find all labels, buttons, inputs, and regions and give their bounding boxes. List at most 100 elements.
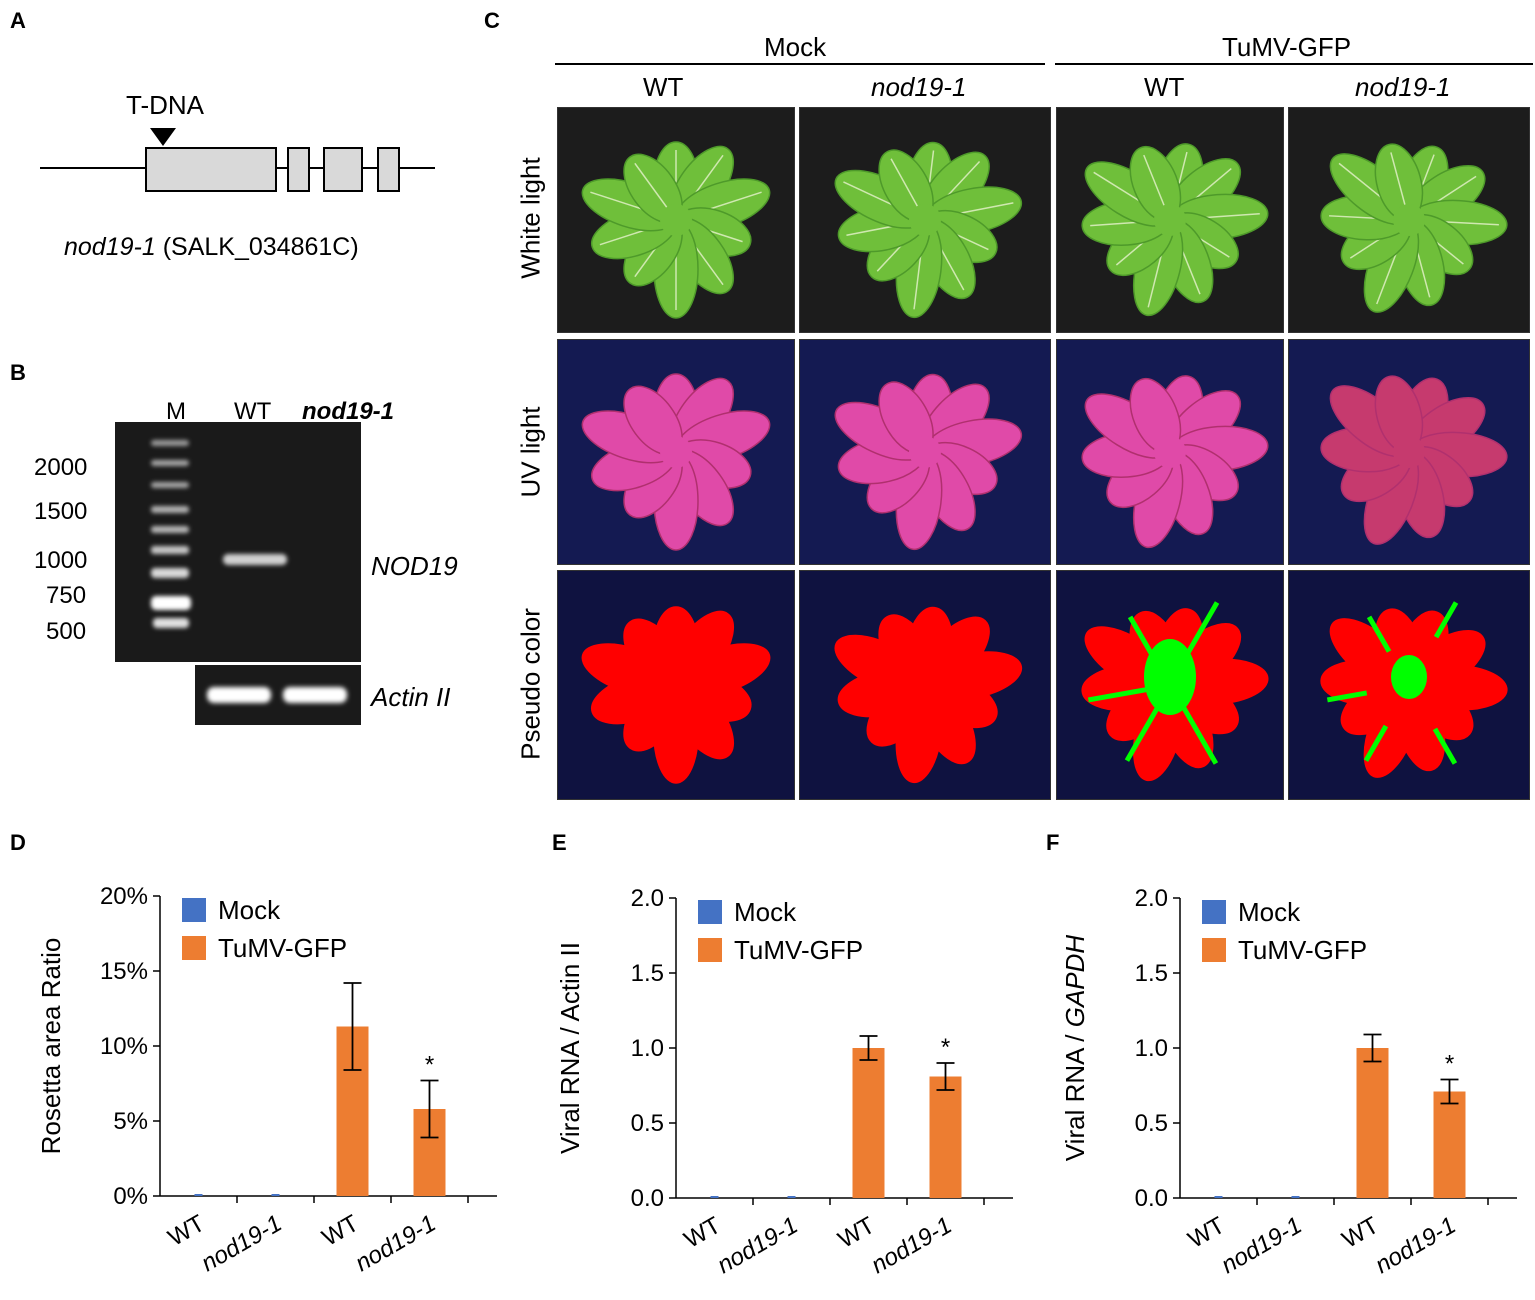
photo-uv-mock-mutant (799, 339, 1051, 565)
legend-label: TuMV-GFP (218, 933, 347, 963)
rosette (581, 141, 771, 319)
photo-white-mock-mutant (799, 107, 1051, 333)
x-tick-label: nod19-1 (1217, 1212, 1307, 1279)
y-tick-label: 0.0 (631, 1185, 664, 1212)
legend-swatch (182, 898, 206, 922)
group-label-tumv: TuMV-GFP (1222, 32, 1352, 62)
y-tick-label: 20% (100, 883, 148, 910)
rosette (834, 141, 1023, 319)
rosette-center (909, 436, 941, 468)
legend-label: TuMV-GFP (1238, 935, 1367, 965)
photo-white-mock-wt (557, 107, 795, 333)
photo-pseudo-mock-wt (557, 570, 795, 800)
significance-star: * (425, 1052, 434, 1079)
actin-band-mutant (283, 687, 347, 703)
x-tick-label: WT (834, 1212, 880, 1254)
y-tick-label: 5% (113, 1108, 148, 1135)
photo-pseudo-tumv-wt (1056, 570, 1284, 800)
y-tick-label: 1.0 (631, 1035, 664, 1062)
legend-swatch (698, 900, 722, 924)
lane-label-m: M (166, 398, 186, 425)
legend-label: Mock (218, 895, 281, 925)
ladder-2000: 2000 (34, 454, 88, 481)
rosette (1081, 601, 1269, 782)
legend-label: Mock (1238, 897, 1301, 927)
photo-pseudo-mock-mutant (799, 570, 1051, 800)
rosette-center (1393, 204, 1425, 236)
col-label-tumv-mutant: nod19-1 (1355, 72, 1451, 102)
photo-white-tumv-mutant (1288, 107, 1530, 333)
significance-star: * (1445, 1051, 1454, 1078)
rosette-center (909, 669, 941, 701)
ladder-1000: 1000 (34, 547, 88, 574)
col-label-mock-mutant: nod19-1 (871, 72, 967, 102)
legend-label: Mock (734, 897, 797, 927)
panel-f-letter: F (1046, 830, 1060, 855)
rosette-center (660, 669, 692, 701)
ladder-bands (151, 440, 191, 628)
chart-f: Viral RNA / GAPDH0.00.51.01.52.0WTnod19-… (1060, 885, 1517, 1279)
lane-label-mutant: nod19-1 (302, 398, 395, 425)
actin-gel-image (195, 665, 361, 725)
bar (1356, 1048, 1389, 1198)
y-tick-label: 0% (113, 1183, 148, 1210)
y-axis-label: Viral RNA / GAPDH (1060, 935, 1090, 1162)
y-axis-label: Rosetta area Ratio (36, 938, 66, 1155)
x-tick-label: nod19-1 (197, 1210, 287, 1277)
photo-uv-tumv-wt (1056, 339, 1284, 565)
photo-pseudo-tumv-mutant (1288, 570, 1530, 800)
chart-e: Viral RNA / Actin II0.00.51.01.52.0WTnod… (555, 885, 1013, 1279)
y-tick-label: 1.0 (1135, 1035, 1168, 1062)
rosette (834, 606, 1023, 784)
tdna-insertion-triangle (150, 128, 176, 146)
gene-label-nod19: NOD19 (371, 551, 458, 581)
y-tick-label: 0.5 (1135, 1110, 1168, 1137)
x-tick-label: nod19-1 (1371, 1212, 1461, 1279)
gfp-signal (1087, 601, 1220, 765)
col-label-tumv-wt: WT (1144, 72, 1185, 102)
x-tick-label: nod19-1 (713, 1212, 803, 1279)
lane-label-wt: WT (234, 398, 272, 425)
y-tick-label: 15% (100, 958, 148, 985)
y-tick-label: 1.5 (1135, 960, 1168, 987)
exon-3 (323, 147, 363, 192)
row-label-uv-light: UV light (515, 406, 546, 498)
y-tick-label: 10% (100, 1033, 148, 1060)
tdna-label: T-DNA (126, 90, 204, 120)
photo-uv-mock-wt (557, 339, 795, 565)
rosette (581, 373, 771, 551)
legend-swatch (1202, 900, 1226, 924)
actin-band-wt (207, 687, 271, 703)
col-label-mock-wt: WT (643, 72, 684, 102)
rosette-center (660, 436, 692, 468)
ladder-1500: 1500 (34, 498, 88, 525)
panel-c-letter: C (484, 8, 500, 33)
gel-image (115, 422, 361, 662)
x-tick-label: nod19-1 (351, 1210, 441, 1277)
rosette (1320, 601, 1508, 778)
x-tick-label: WT (1184, 1212, 1230, 1254)
rosette-center (1154, 436, 1186, 468)
bar (852, 1048, 885, 1198)
chart-d: Rosetta area Ratio0%5%10%15%20%WTnod19-1… (36, 883, 497, 1277)
legend-swatch (1202, 938, 1226, 962)
bar (1433, 1091, 1466, 1198)
y-tick-label: 0.0 (1135, 1185, 1168, 1212)
rosette-center (909, 204, 941, 236)
rosette (581, 606, 771, 784)
group-divider-lines (555, 63, 1533, 65)
ladder-500: 500 (46, 618, 87, 645)
legend-swatch (182, 936, 206, 960)
panel-b-letter: B (10, 360, 26, 385)
photo-uv-tumv-mutant (1288, 339, 1530, 565)
gene-structure-diagram (40, 128, 435, 192)
panel-e-letter: E (552, 830, 567, 855)
rosette (1320, 143, 1508, 313)
rosette (834, 373, 1023, 551)
rosette (1320, 375, 1508, 545)
row-label-pseudo-color: Pseudo color (515, 608, 546, 760)
rosette (1081, 143, 1269, 317)
y-tick-label: 2.0 (631, 885, 664, 912)
panel-d-letter: D (10, 830, 26, 855)
row-label-white-light: White light (515, 157, 546, 279)
